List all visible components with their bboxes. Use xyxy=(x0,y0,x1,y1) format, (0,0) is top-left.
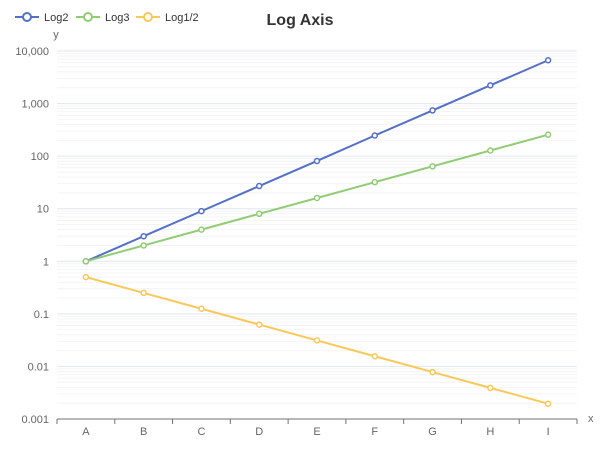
legend-marker-icon xyxy=(22,12,32,22)
data-point[interactable] xyxy=(544,400,552,407)
data-point[interactable] xyxy=(313,157,321,165)
legend[interactable]: Log2 Log3 Log1/2 xyxy=(15,12,199,24)
data-point[interactable] xyxy=(140,289,147,297)
data-point[interactable] xyxy=(429,107,436,114)
y-axis-label: y xyxy=(53,29,59,41)
x-tick-label: G xyxy=(428,426,437,438)
data-point[interactable] xyxy=(82,258,90,265)
legend-label: Log3 xyxy=(105,12,129,24)
y-tick-label: 1 xyxy=(43,256,49,268)
y-tick-label: 100 xyxy=(31,151,49,163)
data-point[interactable] xyxy=(429,368,436,376)
legend-marker-icon xyxy=(143,12,153,22)
legend-item[interactable]: Log3 xyxy=(76,12,129,24)
data-point[interactable] xyxy=(371,132,379,139)
y-tick-label: 1,000 xyxy=(21,99,49,111)
data-point[interactable] xyxy=(544,131,552,138)
x-tick-label: H xyxy=(486,426,494,438)
series-Log1/2[interactable] xyxy=(82,273,552,407)
data-point[interactable] xyxy=(487,384,494,392)
data-point[interactable] xyxy=(140,242,147,249)
x-tick-label: I xyxy=(547,426,550,438)
data-point[interactable] xyxy=(255,182,263,190)
x-tick-label: F xyxy=(371,426,378,438)
x-tick-label: D xyxy=(255,426,263,438)
data-point[interactable] xyxy=(487,82,494,89)
data-point[interactable] xyxy=(371,178,379,186)
data-point[interactable] xyxy=(313,337,321,344)
x-tick-label: B xyxy=(140,426,147,438)
x-tick-label: A xyxy=(82,426,90,438)
series-Log3[interactable] xyxy=(82,131,552,265)
y-tick-label: 10,000 xyxy=(15,46,49,58)
y-tick-label: 0.01 xyxy=(28,361,49,373)
grid-layer xyxy=(57,50,577,404)
legend-label: Log2 xyxy=(44,12,68,24)
x-tick-label: E xyxy=(313,426,320,438)
legend-item[interactable]: Log2 xyxy=(15,12,68,24)
data-point[interactable] xyxy=(487,147,494,154)
data-point[interactable] xyxy=(82,273,90,281)
data-point[interactable] xyxy=(140,232,147,240)
data-point[interactable] xyxy=(255,210,263,218)
axis-layer: 0.001 0.01 0.1 1 10 100 1,000 10,000 A B C D E F G H I xyxy=(15,46,578,438)
data-point[interactable] xyxy=(198,226,205,233)
data-point[interactable] xyxy=(544,56,552,64)
legend-marker-icon xyxy=(83,12,93,22)
x-axis-label: x xyxy=(588,413,594,425)
legend-label: Log1/2 xyxy=(165,12,199,24)
chart-title: Log Axis xyxy=(267,12,334,29)
data-point[interactable] xyxy=(198,207,205,215)
data-point[interactable] xyxy=(198,305,205,313)
legend-item[interactable]: Log1/2 xyxy=(136,12,199,24)
data-point[interactable] xyxy=(313,194,321,202)
y-tick-label: 10 xyxy=(37,204,49,216)
data-point[interactable] xyxy=(371,352,379,360)
y-tick-label: 0.1 xyxy=(34,309,49,321)
data-point[interactable] xyxy=(255,321,263,328)
y-tick-label: 0.001 xyxy=(21,414,49,426)
data-point[interactable] xyxy=(429,163,436,170)
series-layer xyxy=(82,56,552,407)
x-tick-label: C xyxy=(197,426,205,438)
